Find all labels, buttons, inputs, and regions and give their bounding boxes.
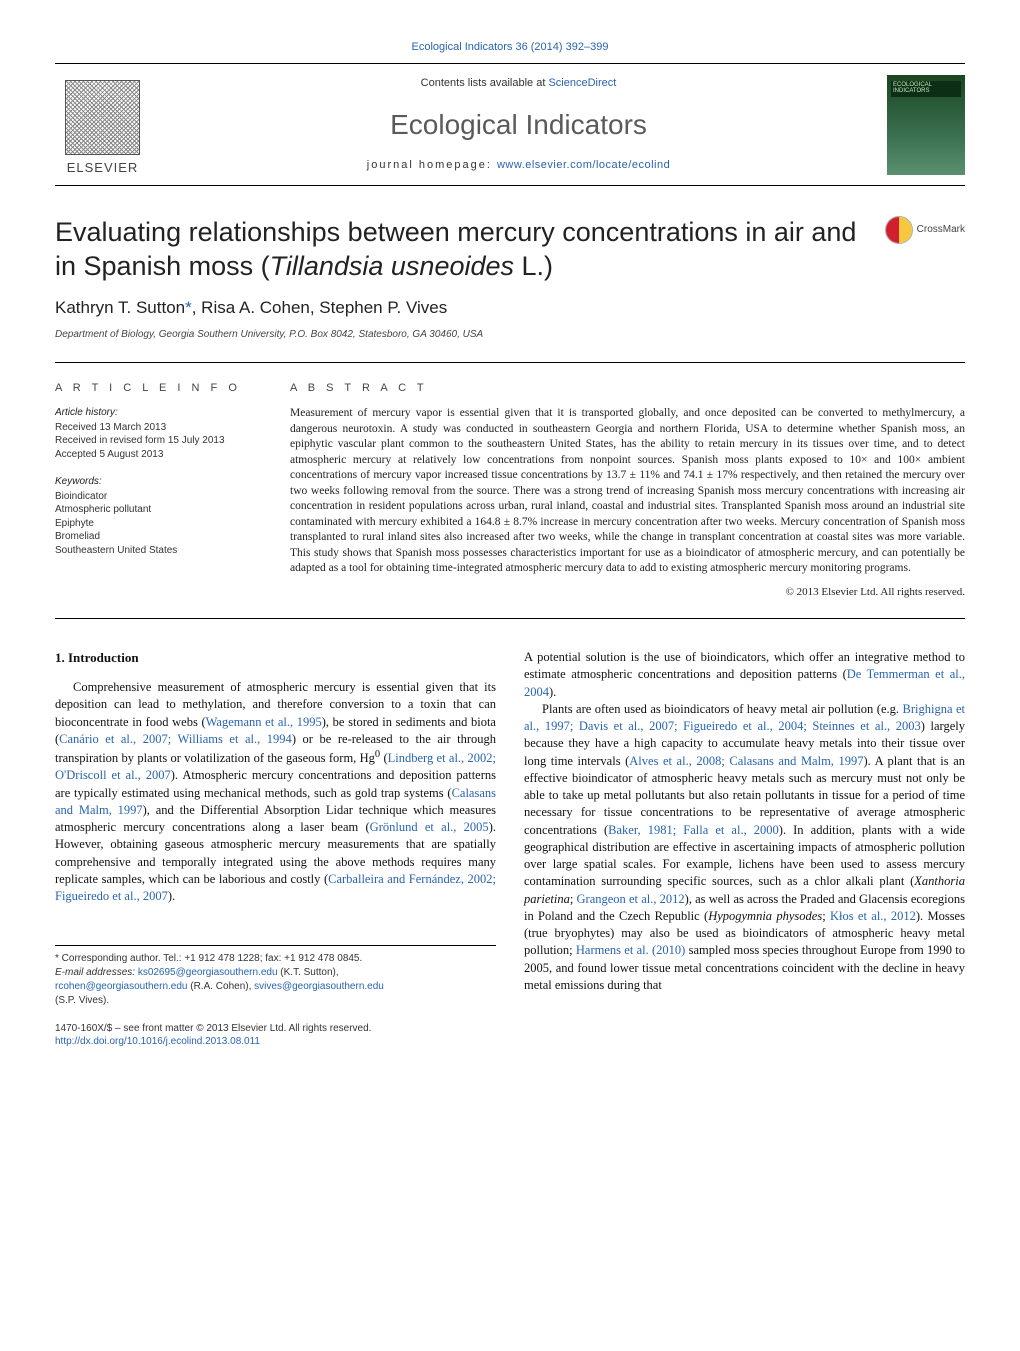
elsevier-tree-icon [65, 80, 140, 155]
article-info-heading: a r t i c l e i n f o [55, 381, 260, 396]
text: ). [168, 889, 175, 903]
title-line1: Evaluating relationships between mercury… [55, 217, 856, 247]
keyword: Bromeliad [55, 530, 260, 544]
contents-available: Contents lists available at ScienceDirec… [170, 76, 867, 91]
affiliation: Department of Biology, Georgia Southern … [55, 328, 965, 342]
column-right: A potential solution is the use of bioin… [524, 649, 965, 1049]
header-center: Contents lists available at ScienceDirec… [150, 76, 887, 174]
authors-rest: , Risa A. Cohen, Stephen P. Vives [192, 298, 447, 317]
journal-name: Ecological Indicators [170, 105, 867, 144]
citation-link[interactable]: Kłos et al., 2012 [830, 909, 916, 923]
abstract-text: Measurement of mercury vapor is essentia… [290, 406, 965, 577]
journal-homepage: journal homepage: www.elsevier.com/locat… [170, 158, 867, 173]
abstract-copyright: © 2013 Elsevier Ltd. All rights reserved… [290, 585, 965, 600]
keyword: Bioindicator [55, 490, 260, 504]
keyword: Atmospheric pollutant [55, 503, 260, 517]
keywords-label: Keywords: [55, 475, 260, 489]
publisher-logo: ELSEVIER [55, 72, 150, 177]
citation-link[interactable]: Grönlund et al., 2005 [370, 820, 489, 834]
citation-link[interactable]: Wagemann et al., 1995 [206, 715, 322, 729]
sciencedirect-link[interactable]: ScienceDirect [548, 77, 616, 89]
abstract: a b s t r a c t Measurement of mercury v… [290, 381, 965, 600]
crossmark-label: CrossMark [917, 223, 965, 237]
section-1-heading: 1. Introduction [55, 649, 496, 667]
crossmark-badge[interactable]: CrossMark [885, 216, 965, 244]
publisher-name: ELSEVIER [67, 159, 139, 177]
journal-header: ELSEVIER Contents lists available at Sci… [55, 63, 965, 186]
email-name: (S.P. Vives). [55, 994, 496, 1008]
intro-para-1: Comprehensive measurement of atmospheric… [55, 679, 496, 905]
email-link[interactable]: ks02695@georgiasouthern.edu [138, 967, 278, 978]
citation-header: Ecological Indicators 36 (2014) 392–399 [55, 40, 965, 55]
email-link[interactable]: svives@georgiasouthern.edu [254, 981, 384, 992]
text: ; [822, 909, 830, 923]
title-species: Tillandsia usneoides [270, 251, 514, 281]
title-line2-pre: in Spanish moss ( [55, 251, 270, 281]
history-item: Received 13 March 2013 [55, 421, 260, 435]
email-addresses: E-mail addresses: ks02695@georgiasouther… [55, 966, 496, 980]
email-row: rcohen@georgiasouthern.edu (R.A. Cohen),… [55, 980, 496, 994]
intro-para-2: Plants are often used as bioindicators o… [524, 701, 965, 994]
history-label: Article history: [55, 406, 260, 420]
abstract-heading: a b s t r a c t [290, 381, 965, 396]
author-1: Kathryn T. Sutton [55, 298, 185, 317]
text: Plants are often used as bioindicators o… [542, 702, 903, 716]
divider-bottom [55, 618, 965, 619]
citation-link[interactable]: Alves et al., 2008; Calasans and Malm, 1… [629, 754, 863, 768]
email-label: E-mail addresses: [55, 967, 138, 978]
corresponding-author-note: * Corresponding author. Tel.: +1 912 478… [55, 952, 496, 966]
title-line2-post: L.) [514, 251, 553, 281]
email-link[interactable]: rcohen@georgiasouthern.edu [55, 981, 187, 992]
cover-title: ECOLOGICAL INDICATORS [893, 82, 965, 95]
article-title: Evaluating relationships between mercury… [55, 216, 885, 284]
contents-prefix: Contents lists available at [421, 77, 549, 89]
article-history: Article history: Received 13 March 2013 … [55, 406, 260, 461]
email-name: (K.T. Sutton), [278, 967, 339, 978]
footer-meta: 1470-160X/$ – see front matter © 2013 El… [55, 1022, 496, 1050]
corresponding-marker: * [185, 298, 192, 317]
history-item: Received in revised form 15 July 2013 [55, 434, 260, 448]
citation-link[interactable]: Grangeon et al., 2012 [577, 892, 685, 906]
species-italic: Hypogymnia physodes [708, 909, 822, 923]
homepage-prefix: journal homepage: [367, 159, 497, 171]
journal-cover-thumbnail: ECOLOGICAL INDICATORS [887, 75, 965, 175]
crossmark-icon [885, 216, 913, 244]
intro-para-1-cont: A potential solution is the use of bioin… [524, 649, 965, 701]
authors: Kathryn T. Sutton*, Risa A. Cohen, Steph… [55, 296, 965, 320]
article-info: a r t i c l e i n f o Article history: R… [55, 381, 260, 600]
citation-link[interactable]: Harmens et al. (2010) [576, 943, 685, 957]
text: ( [380, 751, 388, 765]
homepage-link[interactable]: www.elsevier.com/locate/ecolind [497, 159, 670, 171]
footnotes: * Corresponding author. Tel.: +1 912 478… [55, 945, 496, 1007]
email-name: (R.A. Cohen), [187, 981, 254, 992]
text: ). [549, 685, 556, 699]
keyword: Epiphyte [55, 517, 260, 531]
column-left: 1. Introduction Comprehensive measuremen… [55, 649, 496, 1049]
history-item: Accepted 5 August 2013 [55, 448, 260, 462]
citation-link[interactable]: Baker, 1981; Falla et al., 2000 [608, 823, 779, 837]
citation-link[interactable]: Canário et al., 2007; Williams et al., 1… [59, 732, 292, 746]
keywords-block: Keywords: Bioindicator Atmospheric pollu… [55, 475, 260, 557]
text: ; [570, 892, 577, 906]
doi-link[interactable]: http://dx.doi.org/10.1016/j.ecolind.2013… [55, 1036, 260, 1047]
body-columns: 1. Introduction Comprehensive measuremen… [55, 649, 965, 1049]
issn-line: 1470-160X/$ – see front matter © 2013 El… [55, 1022, 496, 1036]
keyword: Southeastern United States [55, 544, 260, 558]
